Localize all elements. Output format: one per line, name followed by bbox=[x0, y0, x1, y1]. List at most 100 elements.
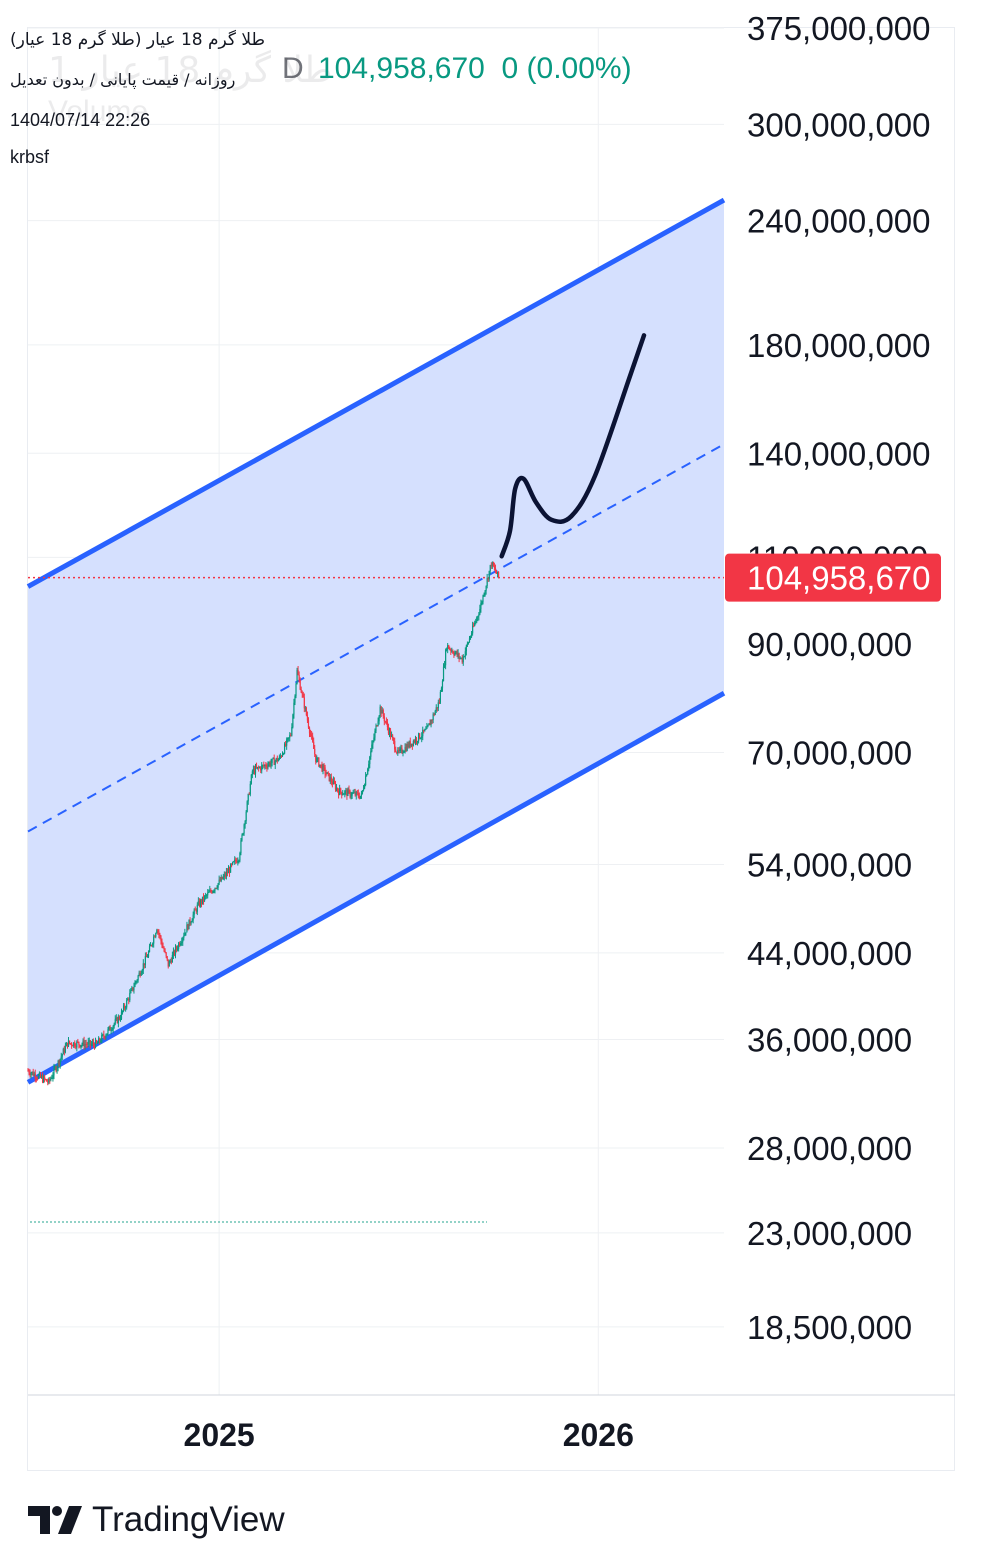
candle-body bbox=[254, 766, 257, 774]
candle-body bbox=[312, 735, 314, 742]
candle-body bbox=[476, 617, 478, 622]
candle-body bbox=[110, 1030, 112, 1032]
candle-body bbox=[209, 890, 211, 893]
candle-body bbox=[411, 743, 413, 746]
candle bbox=[383, 713, 385, 726]
candle bbox=[430, 719, 432, 728]
candle bbox=[274, 759, 276, 770]
candle-body bbox=[118, 1016, 121, 1020]
candle-body bbox=[424, 729, 426, 732]
candle bbox=[333, 777, 336, 785]
candle-body bbox=[293, 702, 295, 715]
candle bbox=[34, 1069, 36, 1083]
candle bbox=[492, 561, 494, 567]
candle-body bbox=[156, 930, 158, 934]
candle-body bbox=[154, 936, 156, 938]
candle-body bbox=[421, 736, 423, 739]
candle-body bbox=[413, 741, 416, 743]
candle bbox=[83, 1036, 85, 1050]
candle bbox=[240, 837, 242, 856]
candle-body bbox=[409, 741, 411, 747]
candle-body bbox=[452, 650, 454, 654]
candle-body bbox=[438, 702, 440, 704]
candle bbox=[443, 660, 446, 669]
candle-body bbox=[58, 1060, 60, 1065]
candle-body bbox=[467, 642, 470, 644]
candle-body bbox=[216, 887, 218, 889]
candle bbox=[94, 1037, 97, 1049]
price-tick-label: 90,000,000 bbox=[747, 626, 912, 663]
candle bbox=[282, 752, 285, 756]
candle-body bbox=[335, 787, 338, 790]
candle-body bbox=[426, 726, 428, 730]
candle-body bbox=[408, 741, 410, 748]
tradingview-branding[interactable]: TradingView bbox=[28, 1500, 285, 1540]
candle bbox=[101, 1032, 103, 1044]
candle bbox=[299, 677, 301, 691]
candle-body bbox=[287, 737, 289, 740]
candle bbox=[162, 942, 164, 949]
candle bbox=[414, 735, 417, 746]
candle-body bbox=[214, 888, 216, 891]
candle bbox=[213, 889, 215, 894]
candle-body bbox=[407, 744, 409, 748]
candle bbox=[249, 781, 251, 797]
candle bbox=[387, 723, 390, 736]
candle bbox=[241, 833, 243, 842]
candle bbox=[356, 789, 358, 796]
candle-body bbox=[414, 738, 417, 743]
candle bbox=[314, 744, 316, 758]
candle-body bbox=[490, 565, 492, 567]
candle-body bbox=[40, 1076, 43, 1078]
candle bbox=[347, 787, 349, 797]
candle bbox=[463, 655, 465, 658]
candle bbox=[159, 932, 161, 940]
price-tick-label: 240,000,000 bbox=[747, 203, 931, 240]
candle-body bbox=[226, 871, 229, 874]
candle bbox=[351, 791, 353, 799]
candle-body bbox=[355, 791, 357, 796]
candle-body bbox=[182, 937, 184, 942]
candle-body bbox=[117, 1016, 119, 1024]
candle-body bbox=[486, 578, 488, 587]
candle-body bbox=[122, 1005, 125, 1011]
candle-body bbox=[28, 1070, 30, 1074]
candle bbox=[29, 1069, 31, 1078]
candle bbox=[176, 945, 179, 952]
candle-body bbox=[157, 930, 159, 932]
candle-body bbox=[357, 793, 359, 797]
candle-body bbox=[89, 1040, 91, 1045]
candle-body bbox=[404, 747, 406, 752]
candle-body bbox=[326, 772, 328, 775]
candle bbox=[67, 1037, 70, 1048]
candle-body bbox=[363, 785, 366, 789]
candle-body bbox=[135, 981, 137, 983]
candle bbox=[384, 720, 386, 724]
candle-body bbox=[74, 1042, 76, 1047]
candle bbox=[74, 1040, 76, 1049]
candle-body bbox=[47, 1081, 49, 1083]
candle bbox=[315, 754, 317, 765]
candle bbox=[398, 747, 400, 754]
candle bbox=[138, 970, 140, 977]
candle-body bbox=[298, 674, 300, 680]
candle bbox=[321, 761, 323, 772]
candle-body bbox=[302, 693, 304, 698]
candle bbox=[195, 908, 197, 914]
candle bbox=[326, 772, 328, 775]
candle-body bbox=[137, 975, 139, 981]
candle-body bbox=[36, 1078, 38, 1080]
candle bbox=[146, 954, 149, 958]
candle-body bbox=[386, 722, 389, 727]
candle bbox=[496, 571, 499, 578]
candle-body bbox=[227, 869, 230, 874]
price-tick-label: 44,000,000 bbox=[747, 935, 912, 972]
candle-body bbox=[250, 774, 252, 784]
candle bbox=[389, 727, 392, 740]
candle-body bbox=[349, 790, 351, 797]
last-price-badge: 104,958,670 bbox=[725, 553, 941, 602]
candle-body bbox=[64, 1046, 66, 1053]
candle bbox=[152, 942, 154, 948]
candle bbox=[289, 732, 291, 742]
